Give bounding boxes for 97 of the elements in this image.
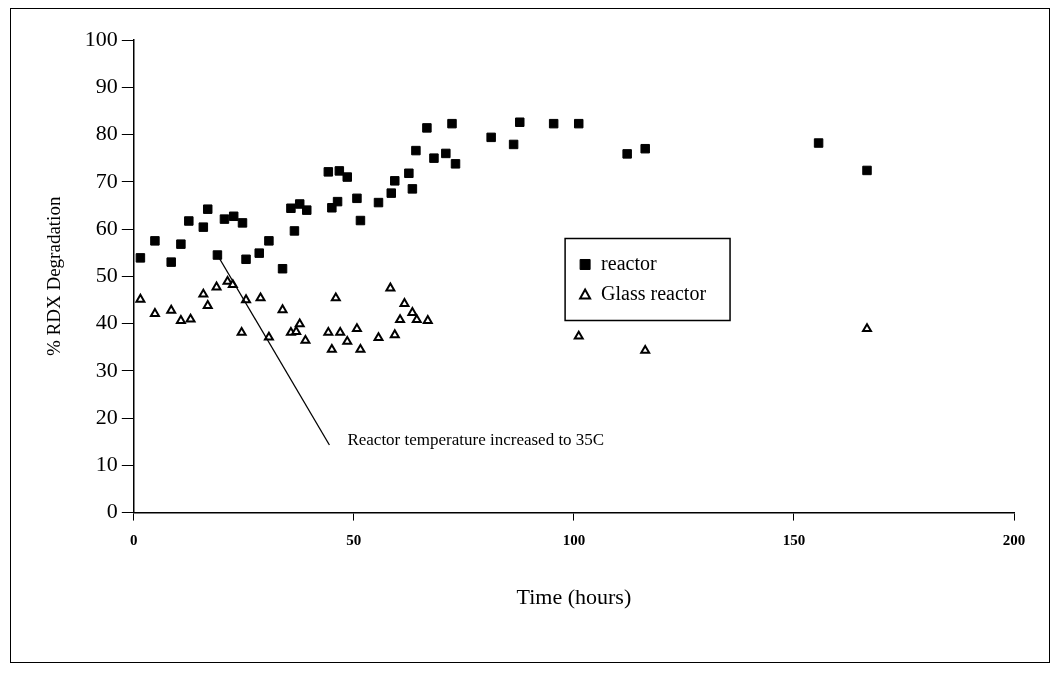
y-tick-label: 40	[95, 309, 118, 335]
x-tick-label: 150	[782, 532, 806, 549]
point	[228, 211, 239, 222]
point	[407, 307, 418, 316]
point	[342, 335, 353, 345]
point	[302, 205, 312, 215]
point	[447, 118, 457, 129]
point	[386, 188, 396, 198]
point	[351, 323, 362, 333]
point	[813, 138, 824, 148]
x-tick-label: 100	[562, 532, 586, 549]
point	[640, 344, 651, 354]
point	[508, 139, 519, 150]
point	[323, 326, 334, 336]
point	[411, 314, 422, 324]
point	[422, 315, 433, 325]
y-tick-label: 90	[95, 73, 118, 99]
point	[441, 148, 451, 159]
point	[373, 197, 384, 208]
point	[330, 292, 341, 302]
y-tick-label: 60	[95, 214, 118, 240]
y-tick-label: 50	[95, 262, 118, 288]
point	[332, 196, 343, 207]
point	[574, 118, 584, 129]
point	[342, 172, 352, 182]
point	[486, 132, 496, 143]
point	[202, 300, 213, 309]
point	[175, 315, 186, 325]
point	[264, 236, 274, 246]
point	[355, 215, 366, 226]
legend-label: Glass reactor	[601, 281, 707, 304]
point	[390, 176, 400, 186]
point	[202, 204, 213, 214]
y-axis-title: % RDX Degradation	[43, 196, 65, 356]
y-tick-label: 10	[95, 451, 118, 477]
point	[422, 123, 432, 133]
point	[277, 264, 288, 274]
point	[404, 168, 414, 179]
point	[166, 257, 176, 267]
point	[255, 292, 266, 302]
point	[323, 167, 334, 177]
point	[212, 250, 223, 260]
y-tick-label: 70	[95, 167, 118, 193]
point	[326, 343, 337, 353]
point	[411, 145, 421, 156]
point	[385, 282, 396, 292]
point	[184, 216, 194, 226]
legend-label: reactor	[601, 251, 657, 274]
point	[294, 199, 305, 209]
point	[640, 143, 650, 154]
point	[389, 329, 400, 339]
x-tick-label: 0	[130, 532, 138, 549]
point	[236, 326, 247, 336]
point	[286, 203, 296, 213]
y-tick-label: 80	[95, 120, 118, 146]
x-tick-label: 200	[1002, 532, 1026, 549]
point	[548, 118, 559, 129]
point	[135, 293, 146, 303]
point	[334, 166, 345, 176]
point	[355, 343, 366, 353]
point	[166, 304, 177, 314]
point	[198, 288, 209, 298]
point	[622, 149, 632, 159]
point	[407, 184, 418, 194]
point	[429, 153, 439, 163]
point	[176, 239, 186, 249]
point	[300, 334, 311, 344]
point	[150, 236, 160, 246]
point	[515, 117, 525, 127]
point	[289, 226, 300, 236]
x-axis-title: Time (hours)	[516, 583, 632, 609]
point	[185, 313, 196, 323]
point	[135, 253, 146, 263]
annotation: Reactor temperature increased to 35C	[347, 429, 605, 449]
point	[149, 308, 160, 317]
point	[352, 193, 362, 204]
point	[862, 165, 872, 176]
point	[219, 214, 230, 224]
point	[335, 326, 346, 336]
point	[254, 248, 264, 258]
point	[277, 304, 288, 314]
point	[395, 314, 406, 324]
y-tick-label: 20	[95, 403, 118, 429]
point	[450, 159, 461, 169]
point	[294, 318, 305, 328]
y-tick-label: 0	[106, 498, 118, 524]
x-tick-label: 50	[346, 532, 362, 549]
y-tick-label: 30	[95, 356, 118, 382]
point	[237, 218, 248, 228]
point	[862, 323, 872, 333]
point	[241, 254, 251, 265]
point	[198, 222, 209, 232]
y-tick-label: 100	[84, 25, 118, 51]
point	[573, 330, 584, 340]
point	[373, 332, 384, 342]
point	[399, 298, 410, 308]
point	[211, 281, 222, 291]
